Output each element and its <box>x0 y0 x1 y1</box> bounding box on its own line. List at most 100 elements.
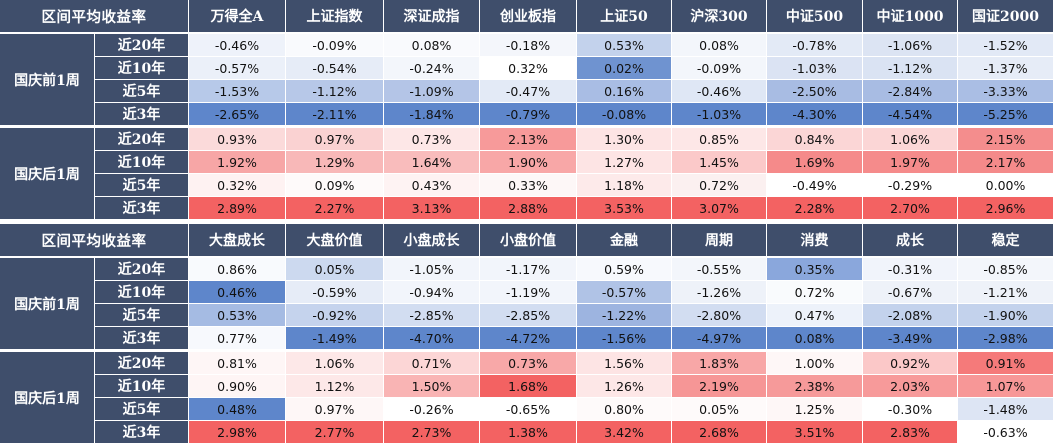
value-cell: 1.00% <box>767 352 863 375</box>
row-label: 近20年 <box>95 352 189 375</box>
row-label: 近5年 <box>95 174 189 197</box>
group-label: 国庆前1周 <box>0 34 95 128</box>
value-cell: 0.08% <box>672 34 767 57</box>
table-corner-title: 区间平均收益率 <box>0 224 189 258</box>
value-cell: 0.97% <box>286 128 384 151</box>
value-cell: 0.16% <box>577 80 672 103</box>
value-cell: -4.54% <box>863 103 958 128</box>
row-label: 近3年 <box>95 327 189 352</box>
value-cell: 0.73% <box>480 352 577 375</box>
column-header: 周期 <box>672 224 767 258</box>
value-cell: 0.80% <box>577 398 672 421</box>
row-label: 近3年 <box>95 197 189 222</box>
value-cell: 0.73% <box>384 128 480 151</box>
value-cell: -0.30% <box>863 398 958 421</box>
value-cell: 2.13% <box>480 128 577 151</box>
value-cell: 1.83% <box>672 352 767 375</box>
value-cell: -5.25% <box>958 103 1054 128</box>
value-cell: 1.07% <box>958 375 1054 398</box>
value-cell: -4.97% <box>672 327 767 352</box>
column-header: 成长 <box>863 224 958 258</box>
value-cell: -1.26% <box>672 281 767 304</box>
returns-table-style: 区间平均收益率 大盘成长 大盘价值 小盘成长 小盘价值 金融 周期 消费 成长 … <box>0 224 1054 446</box>
value-cell: 3.51% <box>767 421 863 446</box>
value-cell: -2.50% <box>767 80 863 103</box>
value-cell: 1.27% <box>577 151 672 174</box>
group-label: 国庆后1周 <box>0 128 95 222</box>
value-cell: -2.98% <box>958 327 1054 352</box>
value-cell: 0.47% <box>767 304 863 327</box>
value-cell: 2.70% <box>863 197 958 222</box>
value-cell: 1.50% <box>384 375 480 398</box>
table-row: 近3年 -2.65% -2.11% -1.84% -0.79% -0.08% -1.03% -… <box>0 103 1054 128</box>
value-cell: -1.06% <box>863 34 958 57</box>
value-cell: 1.38% <box>480 421 577 446</box>
value-cell: 1.18% <box>577 174 672 197</box>
table-row: 近5年 0.53% -0.92% -2.85% -2.85% -1.22% -2.80% 0.… <box>0 304 1054 327</box>
value-cell: 0.32% <box>480 57 577 80</box>
column-header: 金融 <box>577 224 672 258</box>
value-cell: 0.77% <box>189 327 286 352</box>
value-cell: -0.26% <box>384 398 480 421</box>
value-cell: -0.94% <box>384 281 480 304</box>
table-row: 近5年 -1.53% -1.12% -1.09% -0.47% 0.16% -0.46% -2… <box>0 80 1054 103</box>
value-cell: 1.69% <box>767 151 863 174</box>
value-cell: 0.92% <box>863 352 958 375</box>
value-cell: 0.90% <box>189 375 286 398</box>
value-cell: 1.56% <box>577 352 672 375</box>
value-cell: 1.06% <box>863 128 958 151</box>
value-cell: -1.03% <box>672 103 767 128</box>
row-label: 近10年 <box>95 281 189 304</box>
row-label: 近5年 <box>95 80 189 103</box>
value-cell: 0.84% <box>767 128 863 151</box>
value-cell: 0.53% <box>189 304 286 327</box>
value-cell: -1.19% <box>480 281 577 304</box>
value-cell: 2.03% <box>863 375 958 398</box>
value-cell: 2.28% <box>767 197 863 222</box>
table-corner-title: 区间平均收益率 <box>0 0 189 34</box>
value-cell: 0.48% <box>189 398 286 421</box>
group-label: 国庆后1周 <box>0 352 95 446</box>
column-header: 大盘价值 <box>286 224 384 258</box>
value-cell: -1.17% <box>480 258 577 281</box>
value-cell: -0.85% <box>958 258 1054 281</box>
value-cell: -0.67% <box>863 281 958 304</box>
value-cell: 1.29% <box>286 151 384 174</box>
row-label: 近3年 <box>95 421 189 446</box>
group-label: 国庆前1周 <box>0 258 95 352</box>
value-cell: -0.59% <box>286 281 384 304</box>
table-body: 国庆前1周 近20年 0.86% 0.05% -1.05% -1.17% 0.59% -0.5… <box>0 258 1054 446</box>
table-row: 近10年 0.46% -0.59% -0.94% -1.19% -0.57% -1.26% 0… <box>0 281 1054 304</box>
row-label: 近20年 <box>95 34 189 57</box>
value-cell: -0.55% <box>672 258 767 281</box>
value-cell: 0.53% <box>577 34 672 57</box>
value-cell: -1.49% <box>286 327 384 352</box>
value-cell: 0.08% <box>767 327 863 352</box>
value-cell: 2.15% <box>958 128 1054 151</box>
value-cell: 3.42% <box>577 421 672 446</box>
table-row: 国庆后1周 近20年 0.93% 0.97% 0.73% 2.13% 1.30% 0.85% 0… <box>0 128 1054 222</box>
value-cell: 2.77% <box>286 421 384 446</box>
value-cell: 0.02% <box>577 57 672 80</box>
value-cell: -2.85% <box>480 304 577 327</box>
row-label: 近10年 <box>95 57 189 80</box>
row-label: 近20年 <box>95 258 189 281</box>
value-cell: -1.56% <box>577 327 672 352</box>
value-cell: -2.11% <box>286 103 384 128</box>
value-cell: -0.09% <box>672 57 767 80</box>
row-label: 近5年 <box>95 304 189 327</box>
value-cell: 3.07% <box>672 197 767 222</box>
table-row: 近3年 2.98% 2.77% 2.73% 1.38% 3.42% 2.68% 3.51% 2.… <box>0 421 1054 446</box>
value-cell: 0.08% <box>384 34 480 57</box>
value-cell: 2.19% <box>672 375 767 398</box>
value-cell: -3.33% <box>958 80 1054 103</box>
table-row: 国庆前1周 近20年 0.86% 0.05% -1.05% -1.17% 0.59% -0.5… <box>0 258 1054 352</box>
value-cell: -0.49% <box>767 174 863 197</box>
column-header: 消费 <box>767 224 863 258</box>
value-cell: -0.57% <box>189 57 286 80</box>
value-cell: 1.64% <box>384 151 480 174</box>
table-body: 国庆前1周 近20年 -0.46% -0.09% 0.08% -0.18% 0.53% 0.0… <box>0 34 1054 222</box>
value-cell: 0.05% <box>286 258 384 281</box>
value-cell: 1.90% <box>480 151 577 174</box>
row-label: 近3年 <box>95 103 189 128</box>
